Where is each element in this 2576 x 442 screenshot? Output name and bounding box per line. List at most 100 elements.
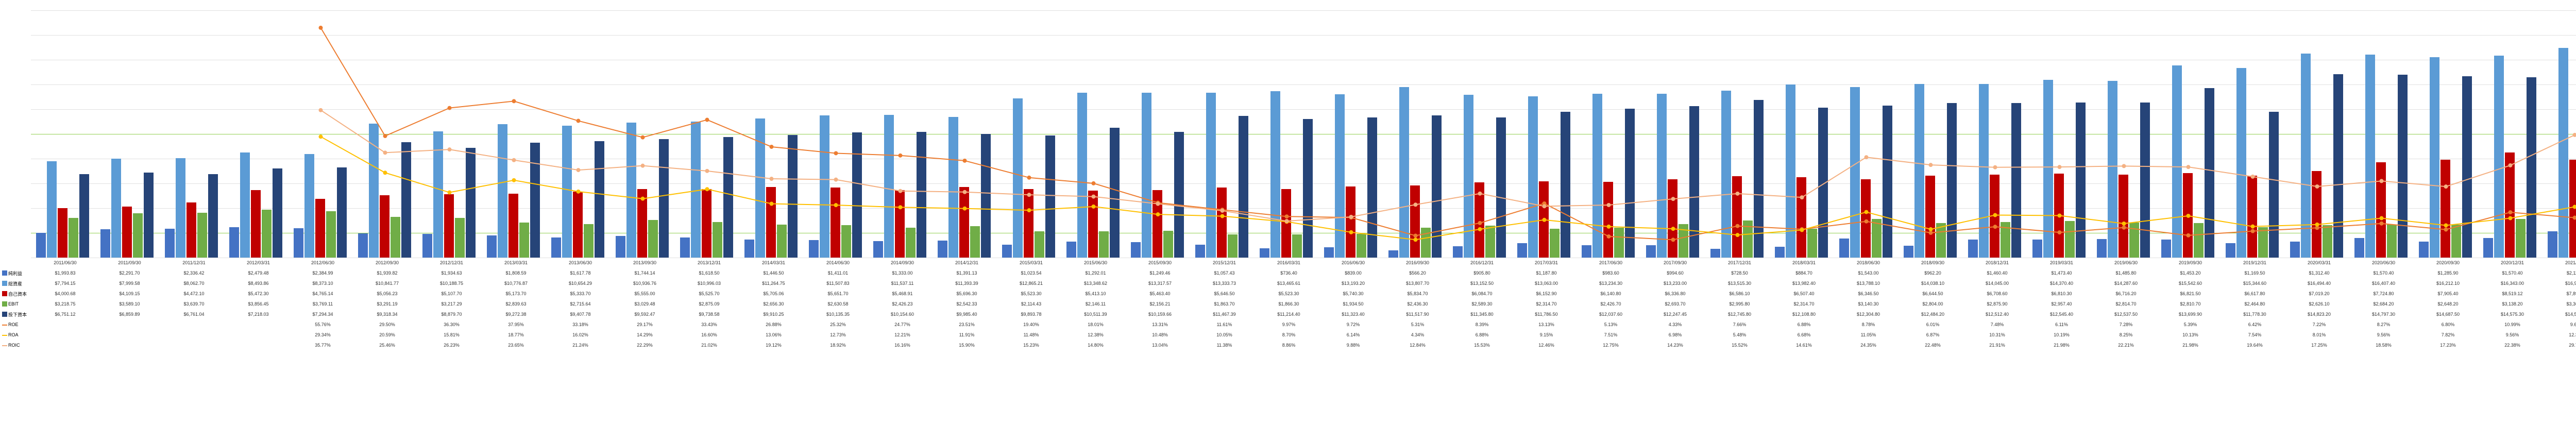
bar-ebit: [197, 213, 207, 258]
bar-net_income: [229, 227, 239, 258]
bar-total_assets: [1721, 91, 1731, 258]
bar-ebit: [2258, 227, 2268, 258]
bar-net_income: [1646, 245, 1656, 258]
bar-net_income: [1388, 250, 1398, 258]
bar-equity: [2441, 160, 2450, 258]
bar-total_assets: [1335, 94, 1345, 258]
bar-invested_capital: [2140, 103, 2150, 258]
bar-equity: [2376, 162, 2386, 258]
bar-total_assets: [2236, 68, 2246, 258]
bar-total_assets: [47, 161, 57, 258]
bar-invested_capital: [1110, 128, 1120, 258]
bar-net_income: [422, 234, 432, 258]
bar-total_assets: [240, 152, 250, 258]
bar-total_assets: [1142, 93, 1151, 258]
bar-equity: [1410, 185, 1420, 258]
bar-invested_capital: [788, 135, 798, 258]
bar-equity: [1217, 188, 1227, 258]
period-header: 2020/03/31: [2287, 260, 2351, 265]
bar-equity: [1732, 176, 1742, 258]
period-header: 2016/03/31: [1257, 260, 1321, 265]
bar-net_income: [2097, 239, 2107, 258]
bar-invested_capital: [401, 142, 411, 258]
bar-total_assets: [1464, 95, 1473, 258]
bar-invested_capital: [2076, 103, 2086, 258]
bar-net_income: [616, 236, 625, 258]
table-row: ROA29.34%20.59%15.81%18.77%16.02%14.29%1…: [0, 330, 2576, 340]
bar-ebit: [2451, 225, 2461, 258]
period-header: 2016/06/30: [1321, 260, 1385, 265]
period-header: 2014/03/31: [741, 260, 806, 265]
bar-total_assets: [691, 122, 701, 258]
bar-ebit: [2323, 225, 2332, 258]
bar-net_income: [551, 237, 561, 258]
bar-equity: [831, 188, 840, 258]
bar-net_income: [1517, 243, 1527, 258]
bar-invested_capital: [208, 174, 218, 258]
period-header: 2016/12/31: [1450, 260, 1514, 265]
bar-invested_capital: [530, 143, 540, 258]
bar-invested_capital: [1689, 106, 1699, 258]
bar-equity: [1925, 176, 1935, 258]
period-header: 2018/12/31: [1965, 260, 2029, 265]
bar-invested_capital: [2011, 103, 2021, 258]
period-header: 2012/12/31: [419, 260, 484, 265]
bar-equity: [1990, 175, 1999, 258]
bar-net_income: [1002, 245, 1012, 258]
bar-ebit: [648, 220, 658, 258]
bar-net_income: [1968, 240, 1978, 258]
bar-total_assets: [1206, 93, 1216, 258]
bar-invested_capital: [595, 141, 604, 258]
bar-total_assets: [498, 124, 507, 258]
bar-ebit: [391, 217, 400, 258]
bar-invested_capital: [466, 148, 476, 258]
bar-net_income: [2161, 240, 2171, 258]
bar-net_income: [2548, 231, 2557, 258]
bar-total_assets: [2043, 80, 2053, 258]
bar-ebit: [1035, 231, 1044, 258]
bar-total_assets: [176, 158, 185, 258]
bar-ebit: [2065, 221, 2075, 258]
table-row: ROE55.76%29.50%36.30%37.95%33.18%29.17%3…: [0, 319, 2576, 330]
bar-net_income: [1775, 247, 1785, 258]
bar-equity: [573, 192, 583, 258]
bar-net_income: [1453, 246, 1463, 258]
table-row: 自己資本$4,000.68$4,109.15$4,472.10$5,472.30…: [0, 288, 2576, 299]
bar-net_income: [487, 235, 497, 258]
period-header: 2013/03/31: [484, 260, 548, 265]
bar-equity: [2247, 176, 2257, 258]
bar-net_income: [2483, 238, 2493, 258]
bar-net_income: [1195, 245, 1205, 258]
bar-total_assets: [1657, 94, 1667, 258]
bar-ebit: [1163, 231, 1173, 258]
bar-equity: [1668, 179, 1677, 258]
bar-equity: [1539, 181, 1549, 258]
period-header: 2011/09/30: [97, 260, 162, 265]
bar-invested_capital: [1883, 106, 1892, 258]
bar-invested_capital: [1367, 117, 1377, 258]
bar-ebit: [970, 226, 980, 258]
bar-total_assets: [2301, 54, 2311, 258]
bar-ebit: [1228, 234, 1238, 258]
bar-invested_capital: [2333, 74, 2343, 258]
bar-equity: [1153, 190, 1162, 258]
period-header: 2018/03/31: [1772, 260, 1836, 265]
bar-ebit: [455, 218, 465, 258]
period-header: 2018/09/30: [1901, 260, 1965, 265]
bar-total_assets: [2172, 65, 2182, 258]
period-header: 2019/03/31: [2029, 260, 2094, 265]
period-header: 2017/12/31: [1707, 260, 1772, 265]
bar-equity: [1346, 186, 1355, 258]
bar-net_income: [2419, 242, 2429, 258]
bar-invested_capital: [1625, 109, 1635, 258]
bar-total_assets: [2108, 81, 2117, 258]
period-header: 2014/09/30: [870, 260, 935, 265]
bar-invested_capital: [273, 168, 282, 258]
bar-net_income: [2354, 238, 2364, 258]
period-header: 2013/06/30: [548, 260, 613, 265]
bar-total_assets: [1914, 84, 1924, 258]
bar-equity: [2312, 171, 2321, 258]
bar-net_income: [1131, 242, 1141, 258]
bar-ebit: [584, 224, 594, 258]
bar-net_income: [2290, 242, 2300, 258]
